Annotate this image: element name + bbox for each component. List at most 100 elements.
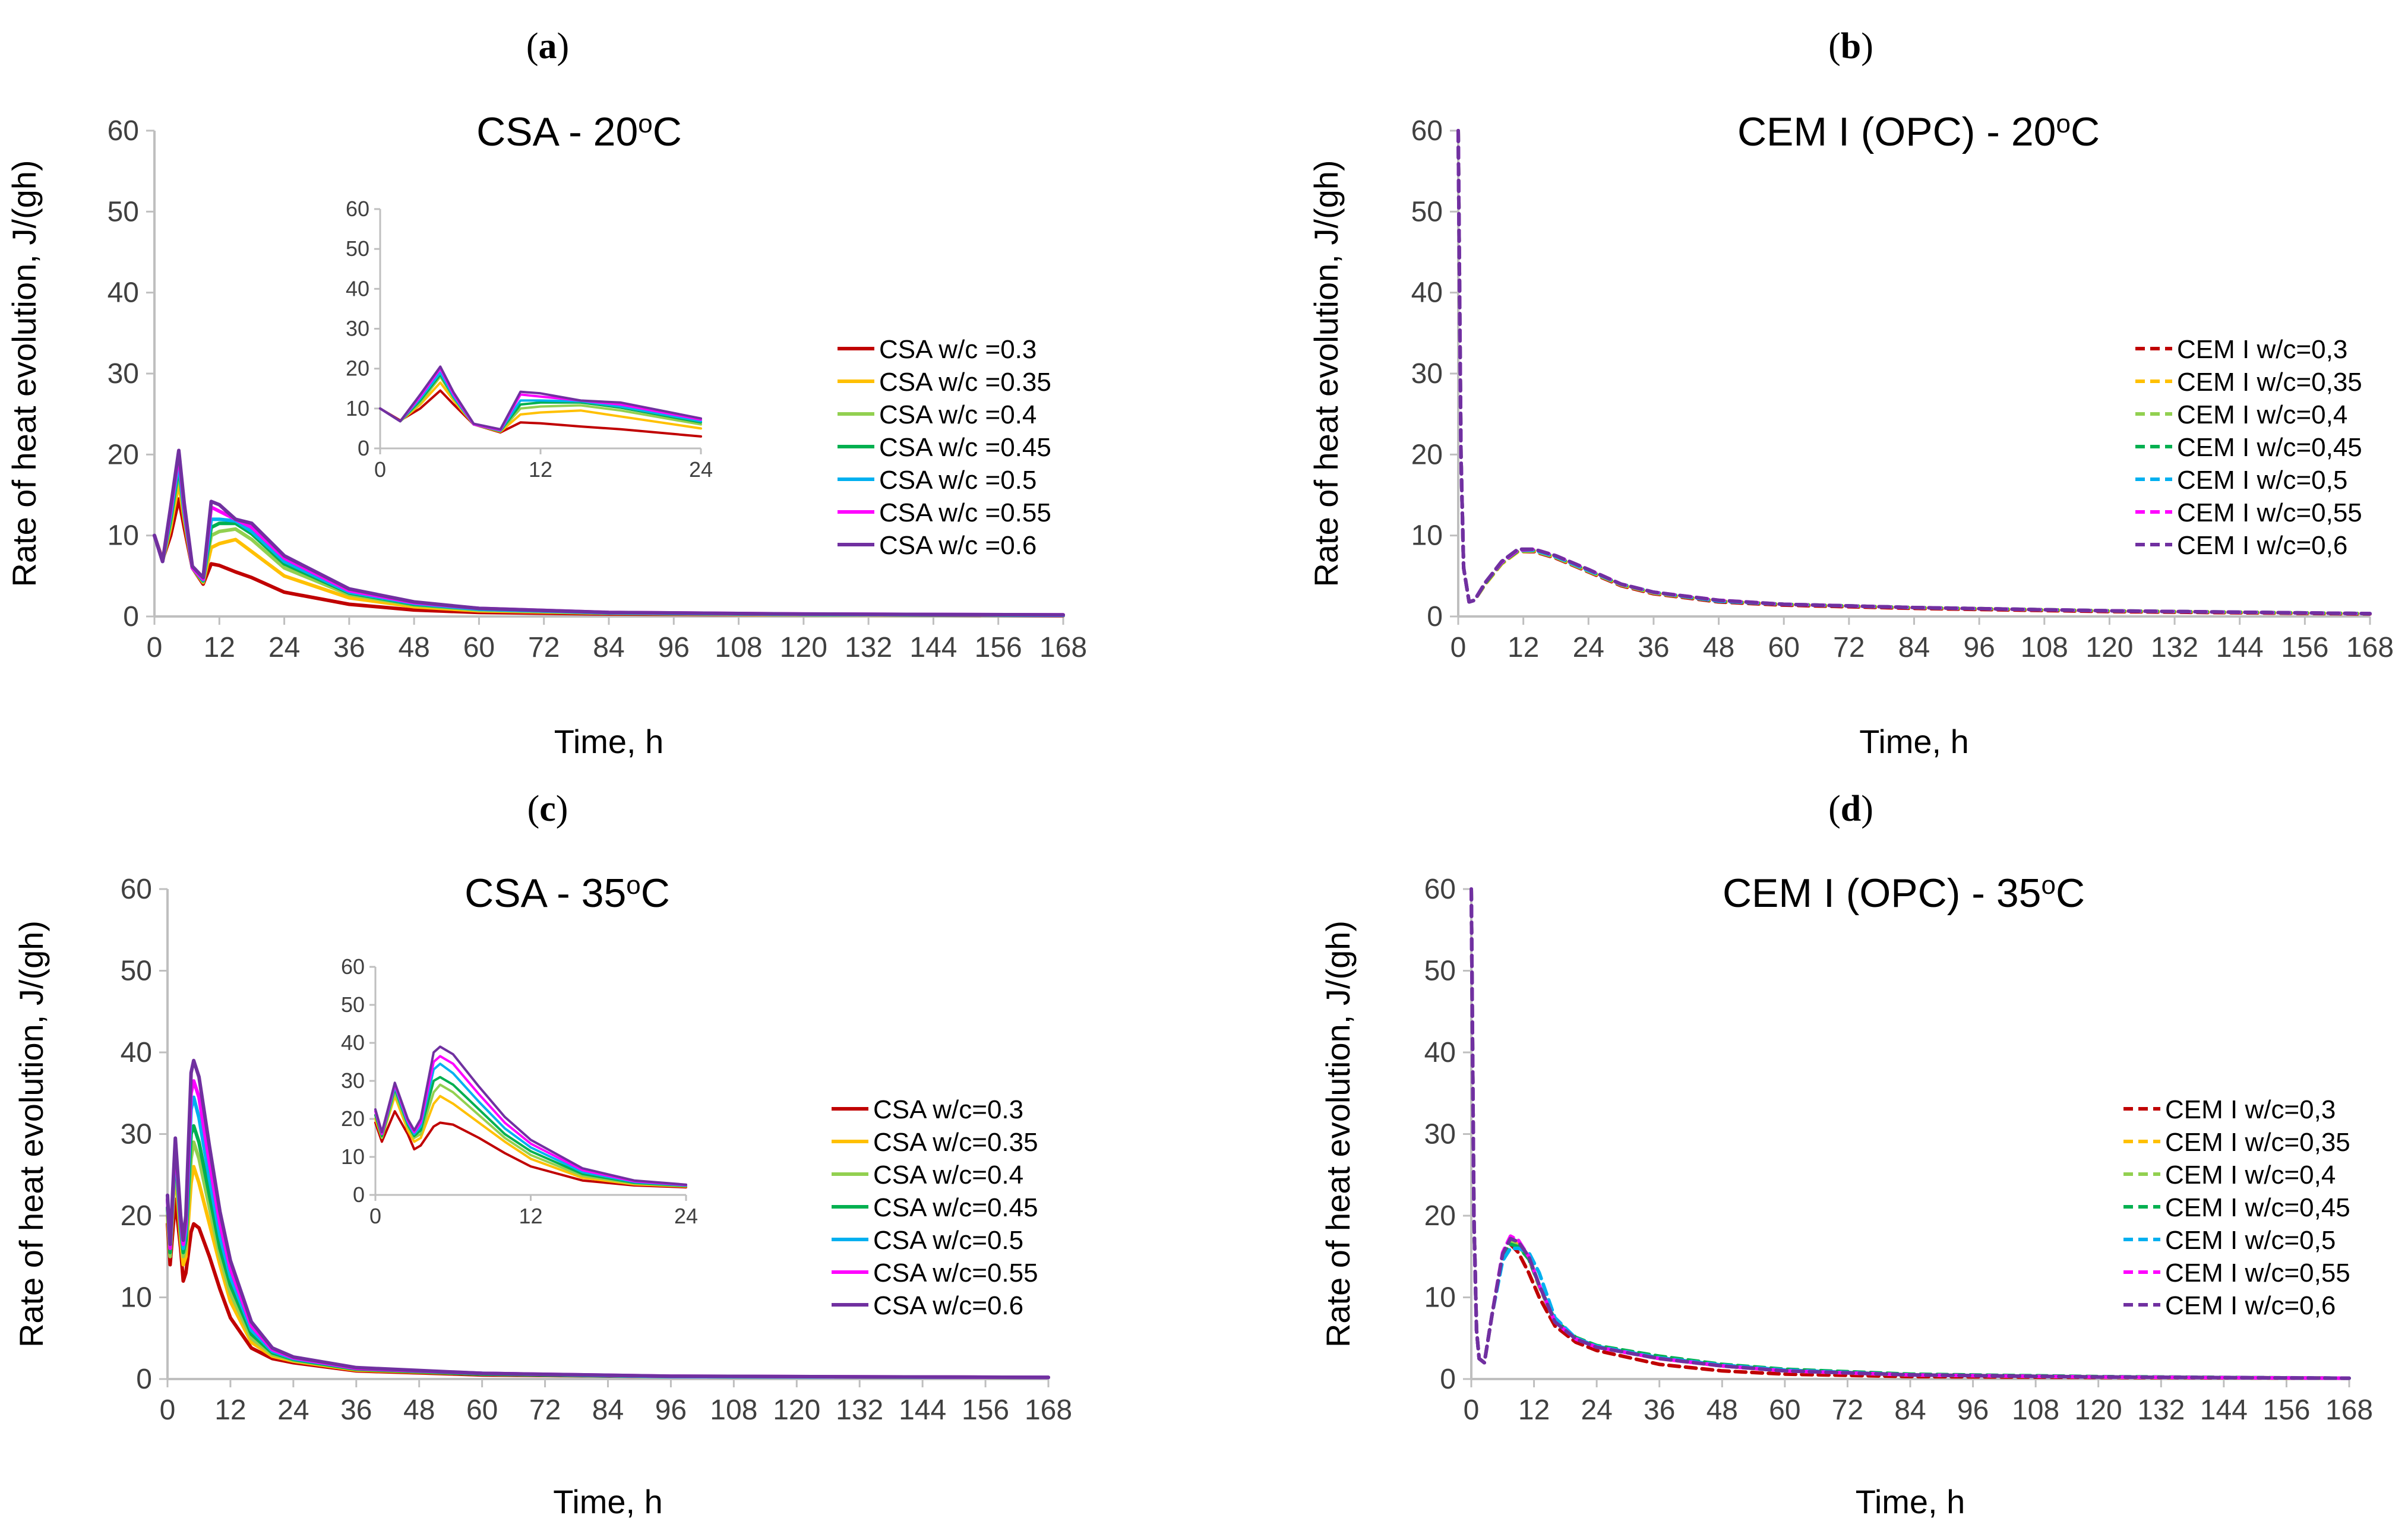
- x-tick-label: 0: [374, 457, 386, 482]
- legend-entry: CEM I w/c=0,35: [2177, 368, 2362, 397]
- legend-entry: CSA w/c =0.3: [879, 335, 1036, 364]
- legend: CSA w/c=0.3 CSA w/c=0.35 CSA w/c=0.4 CSA w/…: [832, 1095, 1038, 1320]
- y-tick-label: 10: [346, 396, 369, 420]
- panel-letter-c: (c): [527, 789, 568, 829]
- y-tick-label: 40: [1411, 277, 1443, 309]
- legend-entry: CSA w/c=0.4: [873, 1160, 1023, 1190]
- x-tick-label: 132: [845, 632, 892, 663]
- series-line: [1470, 887, 2351, 1380]
- x-axis-label: Time, h: [554, 723, 664, 760]
- y-tick-label: 20: [1424, 1200, 1456, 1232]
- chart-title-b: CEM I (OPC) - 20oC: [1737, 109, 2100, 154]
- chart-title-d: CEM I (OPC) - 35oC: [1723, 871, 2085, 916]
- x-tick-label: 60: [463, 632, 495, 663]
- inset-axes: 0 10 20 30 40 50 60 0 12 24: [341, 954, 698, 1228]
- series-line: [1456, 129, 2372, 616]
- legend-entry: CEM I w/c=0,35: [2165, 1128, 2350, 1157]
- y-axis-label: Rate of heat evolution, J/(gh): [5, 160, 43, 587]
- x-tick-label: 168: [2325, 1394, 2373, 1426]
- legend: CSA w/c =0.3 CSA w/c =0.35 CSA w/c =0.4 CSA…: [838, 335, 1051, 560]
- x-tick-label: 144: [899, 1394, 946, 1426]
- x-tick-label: 84: [1898, 632, 1930, 663]
- series-line: [374, 1045, 687, 1186]
- legend-entry: CSA w/c=0.5: [873, 1226, 1023, 1255]
- inset-series: [374, 1045, 687, 1189]
- y-tick-label: 0: [353, 1182, 365, 1207]
- x-tick-label: 156: [2262, 1394, 2310, 1426]
- x-tick-label: 0: [1464, 1394, 1480, 1426]
- y-tick-label: 50: [121, 956, 152, 987]
- legend-entry: CSA w/c =0.6: [879, 531, 1036, 560]
- x-tick-label: 144: [909, 632, 957, 663]
- chart-title-a: CSA - 20oC: [476, 109, 682, 154]
- legend-entry: CEM I w/c=0,3: [2165, 1095, 2336, 1124]
- y-tick-label: 10: [1411, 520, 1443, 552]
- legend-entry: CEM I w/c=0,5: [2165, 1226, 2336, 1255]
- y-tick-label: 50: [1424, 956, 1456, 987]
- x-tick-label: 48: [398, 632, 429, 663]
- legend-entry: CSA w/c =0.4: [879, 400, 1036, 429]
- x-tick-label: 120: [2085, 632, 2133, 663]
- x-tick-label: 96: [658, 632, 690, 663]
- x-tick-label: 48: [403, 1394, 435, 1426]
- legend-entry: CSA w/c =0.35: [879, 368, 1051, 397]
- y-tick-label: 10: [108, 520, 139, 552]
- y-tick-label: 40: [346, 276, 369, 301]
- y-tick-label: 10: [1424, 1282, 1456, 1314]
- y-tick-label: 30: [121, 1119, 152, 1150]
- legend: CEM I w/c=0,3 CEM I w/c=0,35 CEM I w/c=0,4…: [2135, 335, 2362, 560]
- y-tick-label: 60: [121, 874, 152, 905]
- legend-entry: CEM I w/c=0,6: [2177, 531, 2347, 560]
- x-axis-label: Time, h: [1859, 723, 1969, 760]
- legend-entry: CEM I w/c=0,6: [2165, 1291, 2336, 1320]
- x-tick-label: 24: [277, 1394, 309, 1426]
- y-tick-label: 20: [341, 1106, 365, 1131]
- x-tick-label: 48: [1703, 632, 1734, 663]
- legend-entry: CSA w/c=0.3: [873, 1095, 1023, 1124]
- inset-series: [379, 365, 702, 438]
- x-tick-label: 0: [369, 1204, 381, 1228]
- y-tick-label: 50: [1411, 196, 1443, 227]
- x-tick-label: 36: [340, 1394, 372, 1426]
- x-tick-label: 0: [147, 632, 163, 663]
- x-tick-label: 84: [1894, 1394, 1926, 1426]
- legend: CEM I w/c=0,3 CEM I w/c=0,35 CEM I w/c=0,4…: [2123, 1095, 2350, 1320]
- series: [1456, 129, 2372, 616]
- x-tick-label: 60: [1769, 1394, 1800, 1426]
- chart-d: 0 10 20 30 40 50 60 0 12 24 36 48 60 72 84 96 108 120 132 1…: [1319, 874, 2373, 1520]
- y-tick-label: 0: [358, 436, 369, 460]
- y-tick-label: 0: [136, 1364, 152, 1395]
- y-tick-label: 0: [1440, 1364, 1456, 1395]
- x-tick-label: 60: [466, 1394, 498, 1426]
- x-tick-label: 12: [1508, 632, 1539, 663]
- legend-entry: CSA w/c =0.5: [879, 466, 1036, 495]
- y-tick-label: 30: [108, 358, 139, 390]
- legend-entry: CSA w/c=0.6: [873, 1291, 1023, 1320]
- y-tick-label: 20: [1411, 439, 1443, 470]
- x-tick-label: 72: [528, 632, 560, 663]
- series: [166, 1058, 1050, 1380]
- legend-entry: CEM I w/c=0,3: [2177, 335, 2347, 364]
- x-tick-label: 168: [1039, 632, 1087, 663]
- legend-entry: CEM I w/c=0,55: [2165, 1258, 2350, 1288]
- x-tick-label: 24: [1573, 632, 1604, 663]
- x-tick-label: 120: [780, 632, 827, 663]
- x-tick-label: 96: [1957, 1394, 1989, 1426]
- y-tick-label: 60: [108, 115, 139, 147]
- y-tick-label: 40: [341, 1030, 365, 1055]
- inset-axes: 0 10 20 30 40 50 60 0 12 24: [346, 197, 713, 482]
- x-tick-label: 0: [160, 1394, 176, 1426]
- y-tick-label: 60: [1411, 115, 1443, 147]
- series-line: [374, 1110, 687, 1189]
- x-tick-label: 132: [2137, 1394, 2185, 1426]
- y-tick-label: 60: [1424, 874, 1456, 905]
- y-tick-label: 20: [121, 1200, 152, 1232]
- x-tick-label: 12: [204, 632, 235, 663]
- legend-entry: CEM I w/c=0,4: [2165, 1160, 2336, 1190]
- y-tick-label: 30: [1411, 358, 1443, 390]
- legend-entry: CEM I w/c=0,45: [2177, 433, 2362, 462]
